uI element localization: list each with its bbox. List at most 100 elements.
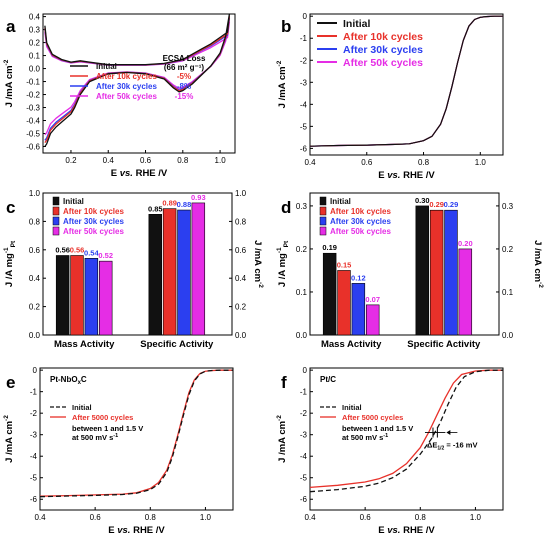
panel-e-series-1 bbox=[39, 369, 233, 497]
panel-e-ylabel: J /mA cm-2 bbox=[3, 415, 15, 463]
panel-a-ecsa-title: ECSA Loss bbox=[163, 54, 206, 63]
panel-d-category-label: Mass Activity bbox=[321, 339, 382, 350]
panel-f-axes-frame bbox=[309, 367, 504, 511]
panel-label-b: b bbox=[281, 17, 291, 36]
panel-a-ytick-label: 0.3 bbox=[29, 26, 41, 35]
panel-a-series-0 bbox=[44, 13, 231, 147]
panel-c-ytick-label-right: 0.8 bbox=[235, 217, 247, 226]
panel-c-bar bbox=[98, 260, 113, 336]
panel-c-bar bbox=[162, 208, 177, 336]
panel-e-ytick-label: -2 bbox=[30, 409, 38, 418]
panel-d-legend-label: Initial bbox=[330, 197, 351, 206]
panel-c-ytick-label: 0.6 bbox=[29, 246, 41, 255]
panel-c-ylabel: J /A mg-1Pt bbox=[3, 240, 17, 287]
panel-b-xtick-label: 0.4 bbox=[304, 158, 316, 167]
panel-e-xtick-label: 0.8 bbox=[145, 513, 157, 522]
panel-c-axes-frame bbox=[42, 192, 233, 336]
panel-a-xtick-label: 0.4 bbox=[103, 156, 115, 165]
panel-f-ytick-label: -1 bbox=[300, 388, 308, 397]
panel-e-ytick-label: -6 bbox=[30, 495, 38, 504]
panel-c-ytick-label-right: 0.4 bbox=[235, 274, 247, 283]
panel-f-ytick-label: -2 bbox=[300, 409, 308, 418]
panel-c-bar-label: 0.54 bbox=[84, 248, 99, 257]
panel-b-legend-label: Initial bbox=[343, 18, 371, 30]
panel-c-ytick-label: 0.0 bbox=[29, 331, 41, 340]
panel-a-ytick-label: -0.1 bbox=[26, 78, 40, 87]
panel-c-ylabel-right: J /mA cm-2 bbox=[252, 240, 264, 288]
panel-c-legend-label: After 50k cycles bbox=[63, 227, 124, 236]
panel-e-legend-label: After 5000 cycles bbox=[72, 413, 133, 422]
panel-f-legend-label: After 5000 cycles bbox=[342, 413, 403, 422]
panel-f-ytick-label: -4 bbox=[300, 452, 308, 461]
panel-c-bar bbox=[177, 209, 191, 336]
panel-c-legend-label: After 30k cycles bbox=[63, 217, 124, 226]
panel-d-bar-label: 0.30 bbox=[415, 196, 430, 205]
panel-b-xtick-label: 0.8 bbox=[418, 158, 430, 167]
panel-b-xtick-label: 0.6 bbox=[361, 158, 373, 167]
panel-a-xtick-label: 0.8 bbox=[177, 156, 189, 165]
panel-d-legend-swatch bbox=[319, 216, 327, 226]
panel-a-ecsa-value: -15% bbox=[175, 92, 194, 101]
panel-c-legend-swatch bbox=[52, 216, 60, 226]
panel-c-ytick-label-right: 0.2 bbox=[235, 303, 247, 312]
panel-e-title: Pt-NbOxC bbox=[50, 375, 87, 386]
panel-f-ytick-label: 0 bbox=[303, 366, 308, 375]
panel-f-legend-label: Initial bbox=[342, 403, 362, 412]
panel-c-bar bbox=[70, 255, 84, 336]
panel-f-condition: between 1 and 1.5 V bbox=[342, 424, 413, 433]
panel-d-ytick-label-right: 0.0 bbox=[502, 331, 514, 340]
panel-e-xlabel: E vs. RHE /V bbox=[108, 525, 165, 536]
panel-f-xtick-label: 0.4 bbox=[304, 513, 316, 522]
panel-b-series-0 bbox=[309, 15, 503, 147]
panel-a-ytick-label: -0.2 bbox=[26, 91, 40, 100]
panel-f-ylabel: J /mA cm-2 bbox=[276, 415, 288, 463]
panel-d-bar-label: 0.29 bbox=[429, 200, 444, 209]
panel-c-bar-label: 0.89 bbox=[162, 199, 177, 208]
panel-b-ytick-label: 0 bbox=[303, 12, 308, 21]
panel-d-ytick-label-right: 0.3 bbox=[502, 202, 514, 211]
panel-f-ytick-label: -5 bbox=[300, 474, 308, 483]
panel-b-legend-label: After 10k cycles bbox=[343, 31, 423, 43]
panel-b-ylabel: J /mA cm-2 bbox=[276, 60, 288, 108]
panel-d-legend-label: After 10k cycles bbox=[330, 207, 391, 216]
panel-d-ytick-label-right: 0.1 bbox=[502, 288, 514, 297]
panel-a-ylabel: J /mA cm-2 bbox=[3, 59, 15, 107]
panel-c-ytick-label: 0.8 bbox=[29, 217, 41, 226]
panel-a-xtick-label: 0.2 bbox=[65, 156, 77, 165]
panel-d-bar bbox=[444, 209, 458, 336]
panel-c-legend-label: Initial bbox=[63, 197, 84, 206]
panel-d-axes-frame bbox=[309, 192, 500, 336]
panel-f-ytick-label: -3 bbox=[300, 431, 308, 440]
panel-a-axes-frame bbox=[42, 13, 236, 154]
panel-label-a: a bbox=[6, 17, 16, 36]
panel-e-xtick-label: 1.0 bbox=[200, 513, 212, 522]
panel-b-ytick-label: -6 bbox=[300, 144, 308, 153]
panel-d-legend-swatch bbox=[319, 206, 327, 216]
panel-d-bar bbox=[415, 205, 429, 336]
panel-f-series-0 bbox=[309, 369, 503, 493]
panel-f-xtick-label: 1.0 bbox=[470, 513, 482, 522]
panel-c-bar bbox=[55, 255, 70, 336]
panel-c-bar-label: 0.56 bbox=[70, 245, 85, 254]
panel-c-ytick-label-right: 1.0 bbox=[235, 189, 247, 198]
panel-label-e: e bbox=[6, 373, 15, 392]
panel-b-legend-label: After 30k cycles bbox=[343, 44, 423, 56]
panel-f-title: Pt/C bbox=[320, 375, 336, 384]
panel-d-bar-label: 0.07 bbox=[365, 295, 380, 304]
panel-c-bar-label: 0.52 bbox=[98, 251, 113, 260]
panel-label-f: f bbox=[281, 373, 287, 392]
panel-b-ytick-label: -3 bbox=[300, 78, 308, 87]
panel-c-bar-label: 0.85 bbox=[148, 204, 163, 213]
panel-label-c: c bbox=[6, 198, 15, 217]
panel-e-axes-frame bbox=[39, 367, 234, 511]
panel-c-legend-label: After 10k cycles bbox=[63, 207, 124, 216]
panel-c-ytick-label: 0.2 bbox=[29, 303, 41, 312]
panel-f-xtick-label: 0.6 bbox=[360, 513, 372, 522]
panel-c-category-label: Specific Activity bbox=[140, 339, 214, 350]
panel-d-bar-label: 0.29 bbox=[444, 200, 459, 209]
panel-e-ytick-label: -3 bbox=[30, 431, 38, 440]
panel-f-xtick-label: 0.8 bbox=[415, 513, 427, 522]
panel-d-ytick-label: 0.0 bbox=[296, 331, 308, 340]
panel-a-ytick-label: 0.1 bbox=[29, 52, 41, 61]
panel-d-ytick-label: 0.3 bbox=[296, 202, 308, 211]
